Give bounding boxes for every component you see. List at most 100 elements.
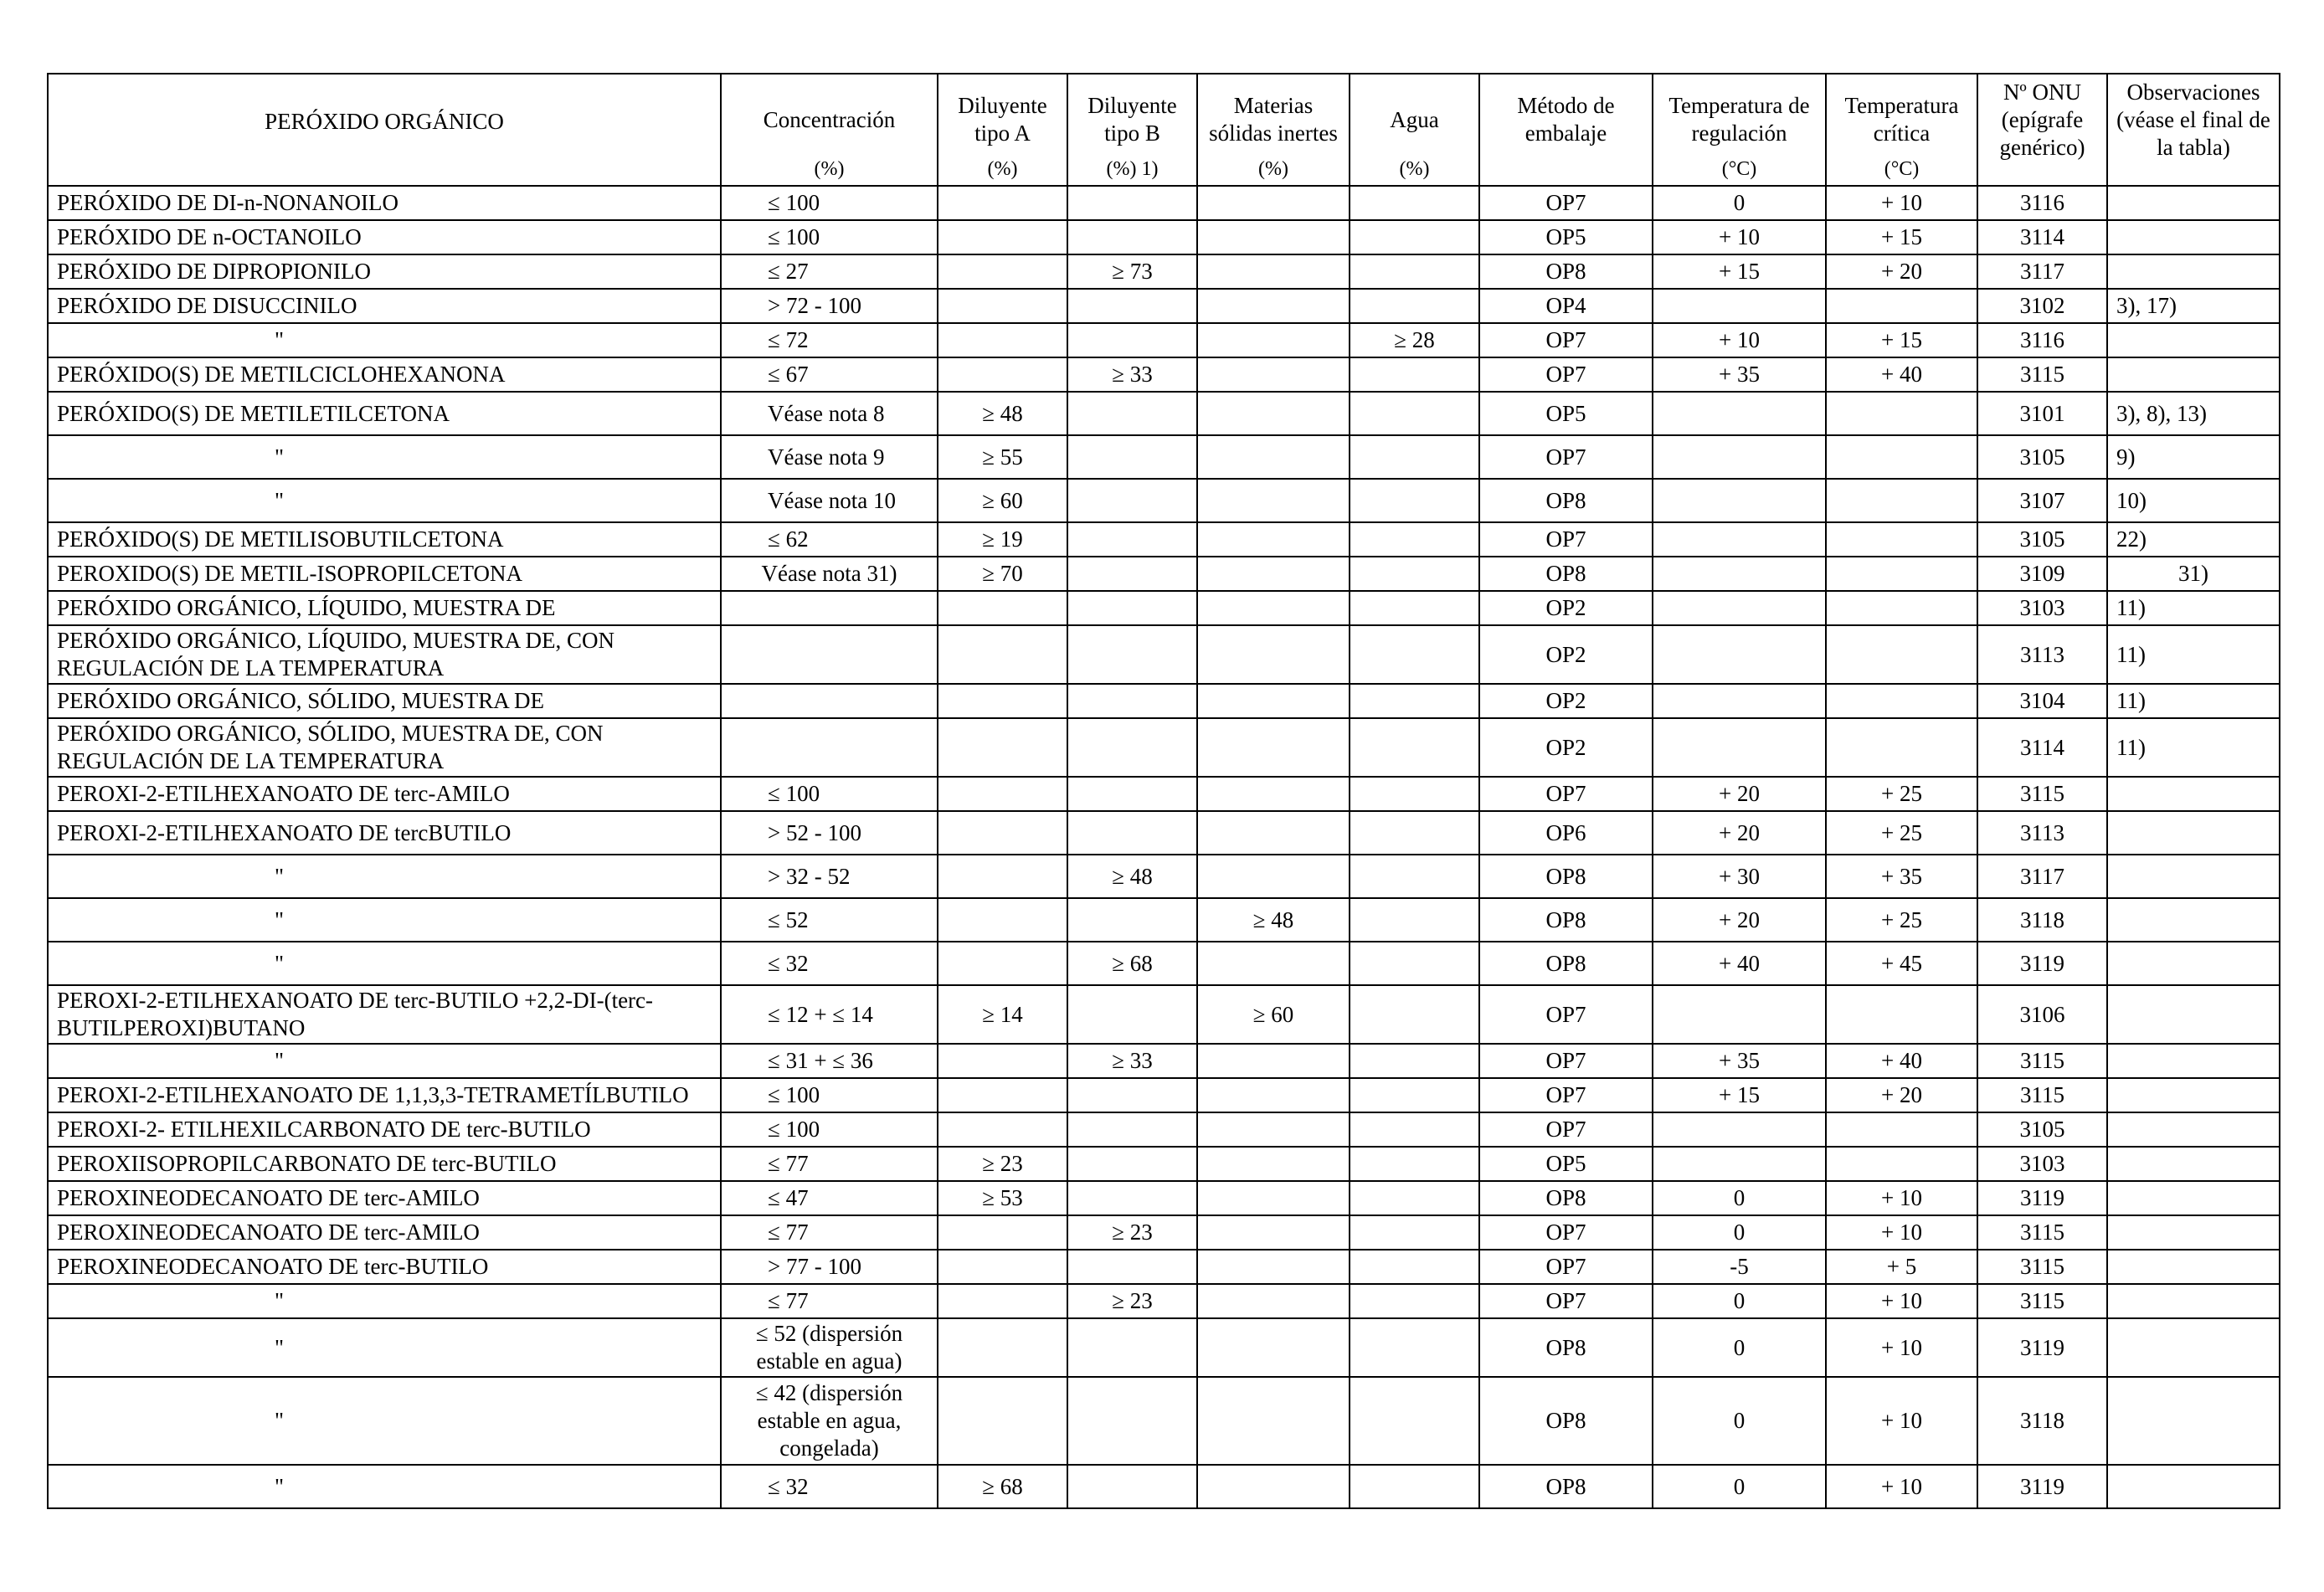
inert-solids-cell: [1196, 683, 1350, 719]
control-temp-cell: [1652, 556, 1827, 592]
water-cell: [1349, 391, 1480, 436]
diluent-b-cell: [1067, 185, 1198, 221]
concentration-cell: ≤ 31 + ≤ 36: [720, 1043, 938, 1079]
table-row: PEROXIISOPROPILCARBONATO DE terc-BUTILO ≤…: [47, 1146, 2280, 1182]
diluent-a-cell: [937, 1112, 1068, 1148]
concentration-cell: Véase nota 10: [720, 478, 938, 523]
un-number-cell: 3113: [1977, 810, 2108, 855]
concentration-cell: [720, 717, 938, 778]
packing-method-cell: OP7: [1478, 1283, 1653, 1319]
inert-solids-cell: [1196, 1215, 1350, 1250]
diluent-b-cell: [1067, 521, 1198, 557]
diluent-a-cell: [937, 717, 1068, 778]
observations-cell: [2106, 810, 2280, 855]
packing-method-cell: OP7: [1478, 1043, 1653, 1079]
packing-method-cell: OP5: [1478, 219, 1653, 255]
observations-cell: 11): [2106, 590, 2280, 626]
control-temp-cell: + 10: [1652, 322, 1827, 358]
table-row: PEROXINEODECANOATO DE terc-BUTILO > 77 - …: [47, 1249, 2280, 1285]
diluent-b-cell: ≥ 23: [1067, 1215, 1198, 1250]
un-number-cell: 3119: [1977, 1317, 2108, 1378]
column-header: Nº ONU (epígrafe genérico): [1977, 73, 2108, 187]
control-temp-cell: [1652, 683, 1827, 719]
un-number-cell: 3115: [1977, 1249, 2108, 1285]
diluent-a-cell: ≥ 23: [937, 1146, 1068, 1182]
diluent-b-cell: [1067, 556, 1198, 592]
column-header: Observaciones (véase el final de la tabl…: [2106, 73, 2280, 187]
control-temp-cell: 0: [1652, 1376, 1827, 1466]
column-header: PERÓXIDO ORGÁNICO: [47, 73, 722, 187]
critical-temp-cell: + 10: [1825, 1317, 1978, 1378]
diluent-a-cell: [937, 624, 1068, 685]
peroxide-name-cell: PERÓXIDO ORGÁNICO, LÍQUIDO, MUESTRA DE, …: [47, 624, 722, 685]
water-cell: [1349, 1249, 1480, 1285]
inert-solids-cell: [1196, 1180, 1350, 1216]
control-temp-cell: + 10: [1652, 219, 1827, 255]
control-temp-cell: [1652, 391, 1827, 436]
control-temp-cell: 0: [1652, 1180, 1827, 1216]
diluent-a-cell: [937, 1215, 1068, 1250]
table-row: PEROXI-2-ETILHEXANOATO DE tercBUTILO > 52…: [47, 810, 2280, 855]
observations-cell: 11): [2106, 683, 2280, 719]
table-body: PERÓXIDO DE DI-n-NONANOILO ≤ 100 OP7 0 + 10 3…: [47, 185, 2280, 1509]
concentration-cell: ≤ 100: [720, 1077, 938, 1113]
inert-solids-cell: [1196, 288, 1350, 324]
critical-temp-cell: + 5: [1825, 1249, 1978, 1285]
observations-cell: [2106, 1283, 2280, 1319]
column-header: Materias sólidas inertes (%): [1196, 73, 1350, 187]
concentration-cell: ≤ 62: [720, 521, 938, 557]
inert-solids-cell: [1196, 1077, 1350, 1113]
water-cell: [1349, 1112, 1480, 1148]
peroxide-name-cell: PEROXI-2-ETILHEXANOATO DE terc-AMILO: [47, 776, 722, 812]
diluent-a-cell: [937, 322, 1068, 358]
water-cell: [1349, 478, 1480, 523]
control-temp-cell: [1652, 1146, 1827, 1182]
inert-solids-cell: [1196, 322, 1350, 358]
packing-method-cell: OP7: [1478, 185, 1653, 221]
table-row: PEROXIDO(S) DE METIL-ISOPROPILCETONA Véas…: [47, 556, 2280, 592]
observations-cell: 22): [2106, 521, 2280, 557]
diluent-b-cell: [1067, 717, 1198, 778]
observations-cell: [2106, 219, 2280, 255]
column-header: Temperatura crítica (°C): [1825, 73, 1978, 187]
diluent-b-cell: [1067, 434, 1198, 480]
critical-temp-cell: + 10: [1825, 1376, 1978, 1466]
concentration-cell: ≤ 32: [720, 941, 938, 986]
critical-temp-cell: [1825, 521, 1978, 557]
observations-cell: [2106, 254, 2280, 290]
critical-temp-cell: [1825, 391, 1978, 436]
observations-cell: 3), 8), 13): [2106, 391, 2280, 436]
un-number-cell: 3115: [1977, 357, 2108, 393]
packing-method-cell: OP7: [1478, 776, 1653, 812]
water-cell: [1349, 521, 1480, 557]
peroxide-name-cell: ": [47, 322, 722, 358]
concentration-cell: ≤ 52: [720, 897, 938, 942]
control-temp-cell: 0: [1652, 185, 1827, 221]
observations-cell: [2106, 1249, 2280, 1285]
control-temp-cell: + 15: [1652, 1077, 1827, 1113]
packing-method-cell: OP7: [1478, 434, 1653, 480]
diluent-b-cell: [1067, 984, 1198, 1045]
concentration-cell: [720, 624, 938, 685]
inert-solids-cell: [1196, 854, 1350, 899]
control-temp-cell: + 20: [1652, 897, 1827, 942]
control-temp-cell: + 35: [1652, 1043, 1827, 1079]
critical-temp-cell: [1825, 683, 1978, 719]
packing-method-cell: OP2: [1478, 590, 1653, 626]
critical-temp-cell: + 10: [1825, 1215, 1978, 1250]
diluent-a-cell: [937, 1376, 1068, 1466]
un-number-cell: 3105: [1977, 434, 2108, 480]
table-row: PERÓXIDO ORGÁNICO, LÍQUIDO, MUESTRA DE OP…: [47, 590, 2280, 626]
control-temp-cell: 0: [1652, 1283, 1827, 1319]
un-number-cell: 3116: [1977, 322, 2108, 358]
peroxide-name-cell: ": [47, 1464, 722, 1509]
un-number-cell: 3117: [1977, 254, 2108, 290]
table-row: PEROXINEODECANOATO DE terc-AMILO ≤ 47 ≥ 53…: [47, 1180, 2280, 1216]
water-cell: [1349, 254, 1480, 290]
diluent-a-cell: [937, 219, 1068, 255]
diluent-a-cell: [937, 810, 1068, 855]
diluent-a-cell: [937, 1317, 1068, 1378]
diluent-b-cell: ≥ 33: [1067, 357, 1198, 393]
inert-solids-cell: [1196, 1146, 1350, 1182]
peroxide-name-cell: PEROXINEODECANOATO DE terc-BUTILO: [47, 1249, 722, 1285]
